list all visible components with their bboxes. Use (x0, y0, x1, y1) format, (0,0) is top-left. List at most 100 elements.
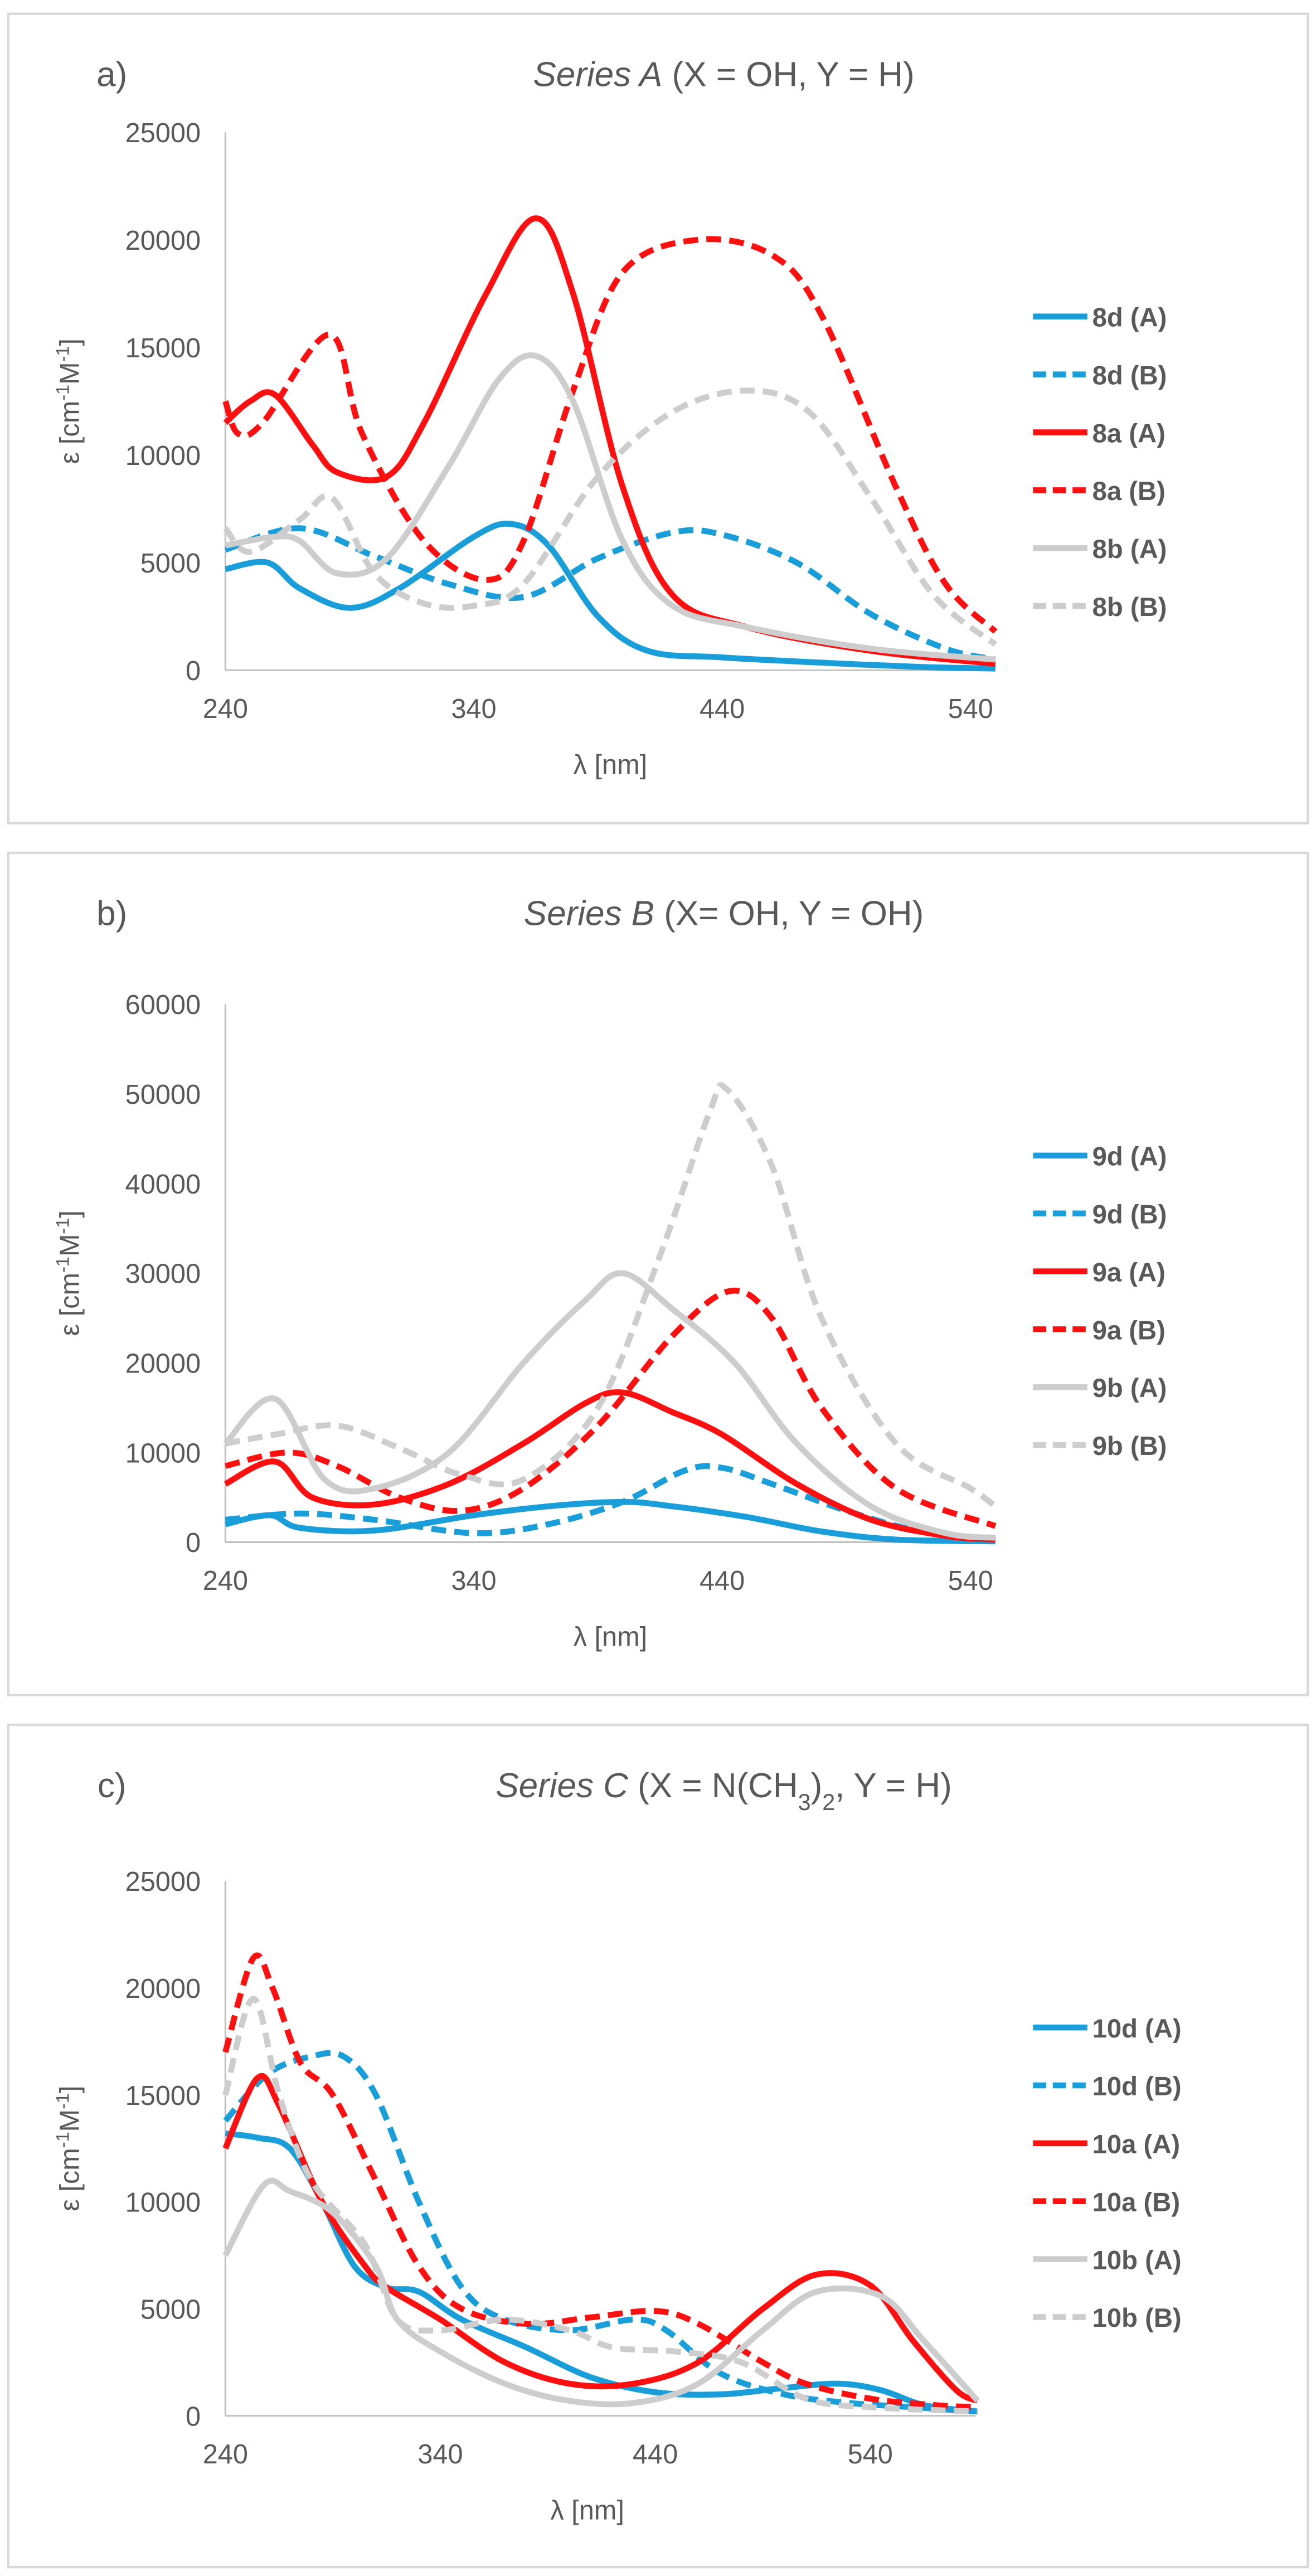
chart-title: Series C (X = N(CH3)2, Y = H) (496, 1767, 951, 1815)
x-axis-label: λ [nm] (574, 750, 648, 780)
legend-label: 8a (A) (1092, 419, 1166, 448)
y-tick-label: 10000 (125, 441, 201, 471)
x-tick-label: 540 (948, 1566, 993, 1596)
series-line-10b-a (222, 2177, 980, 2408)
y-label-part: ε [cm (55, 2148, 85, 2211)
y-tick-label: 15000 (125, 333, 201, 363)
y-tick-label: 25000 (125, 118, 201, 148)
chart-panel-c: c) Series C (X = N(CH3)2, Y = H) 0 5000 1000… (7, 1723, 1309, 2569)
x-tick-label: 340 (451, 694, 496, 724)
x-tick-label: 240 (203, 694, 248, 724)
legend-label: 10d (A) (1092, 2014, 1182, 2044)
y-axis-label: ε [cm-1M-1] (53, 2085, 85, 2211)
legend-label: 8d (A) (1092, 303, 1167, 332)
legend-label: 9a (B) (1092, 1316, 1166, 1345)
legend-label: 9b (A) (1092, 1374, 1167, 1403)
series-line-9b-a (223, 1270, 996, 1541)
title-part: 3 (798, 1789, 811, 1815)
chart-title: Series B (X= OH, Y = OH) (524, 895, 924, 933)
y-tick-label: 50000 (125, 1080, 201, 1110)
title-part: (X = N(CH (628, 1767, 798, 1805)
y-label-part: -1 (53, 2093, 73, 2109)
y-tick-label: 30000 (125, 1259, 201, 1289)
y-label-part: M (55, 2109, 85, 2132)
legend-label: 10a (A) (1092, 2130, 1180, 2160)
y-tick-label: 20000 (125, 226, 201, 256)
y-tick-label: 5000 (140, 549, 201, 579)
y-tick-label: 15000 (125, 2081, 201, 2111)
series-line-9a-a (224, 1389, 996, 1543)
x-tick-label: 240 (203, 1566, 248, 1596)
legend-label: 9d (A) (1092, 1142, 1167, 1172)
series-line-8b-a (225, 352, 996, 663)
legend-label: 10b (A) (1092, 2245, 1182, 2275)
x-tick-label: 340 (451, 1566, 496, 1596)
y-tick-label: 20000 (125, 1974, 201, 2004)
series-line-10a-a (222, 2073, 979, 2404)
legend-label: 10b (B) (1092, 2303, 1182, 2333)
series-line-8b-b (223, 387, 998, 647)
series-line-10a-b (222, 1952, 978, 2410)
y-tick-label: 10000 (125, 1438, 201, 1468)
y-tick-label: 5000 (140, 2294, 201, 2325)
legend-label: 8a (B) (1092, 477, 1166, 506)
title-part: Series A (533, 56, 662, 94)
series-line-9d-a (225, 1498, 996, 1545)
y-tick-label: 0 (186, 2402, 201, 2432)
legend-label: 8d (B) (1092, 361, 1167, 390)
x-tick-label: 240 (203, 2439, 248, 2470)
y-label-part: ε [cm (55, 401, 85, 464)
title-part: 2 (822, 1789, 835, 1815)
x-tick-label: 540 (948, 694, 993, 724)
title-part: (X= OH, Y = OH) (654, 895, 924, 933)
y-label-part: -1 (53, 346, 73, 362)
y-label-part: M (55, 1234, 85, 1257)
legend-label: 9b (B) (1092, 1432, 1167, 1461)
legend-label: 10a (B) (1092, 2187, 1180, 2217)
title-part: , Y = H) (835, 1767, 952, 1805)
series-line-9b-b (225, 1082, 997, 1509)
series-line-8d-a (225, 521, 996, 672)
title-part: Series B (524, 895, 654, 933)
panel-label: a) (96, 56, 127, 94)
series-line-8a-b (222, 236, 998, 634)
y-tick-label: 40000 (125, 1170, 201, 1200)
x-axis-label: λ [nm] (574, 1622, 648, 1652)
y-label-part: -1 (53, 385, 73, 401)
y-axis-label: ε [cm-1M-1] (53, 1210, 85, 1336)
y-label-part: ] (55, 1210, 85, 1218)
y-label-part: ] (55, 2085, 85, 2093)
y-tick-label: 10000 (125, 2188, 201, 2218)
y-tick-label: 20000 (125, 1348, 201, 1379)
y-label-part: ε [cm (55, 1273, 85, 1336)
title-part: Series C (496, 1767, 629, 1805)
legend-label: 8b (A) (1092, 535, 1167, 564)
x-tick-label: 440 (700, 694, 745, 724)
chart-panel-b: b) Series B (X= OH, Y = OH) 0 10000 20000 300… (7, 851, 1309, 1697)
x-tick-label: 340 (417, 2439, 463, 2470)
y-tick-label: 60000 (125, 990, 201, 1020)
chart-panel-a: a) Series A (X = OH, Y = H) 0 5000 10000 1500… (7, 12, 1309, 824)
y-tick-label: 25000 (125, 1867, 201, 1897)
title-part: (X = OH, Y = H) (662, 56, 914, 94)
panel-label: b) (96, 895, 127, 933)
series-line-9a-b (225, 1287, 997, 1529)
y-axis-label: ε [cm-1M-1] (53, 338, 85, 464)
chart-title: Series A (X = OH, Y = H) (533, 56, 914, 94)
y-label-part: -1 (53, 1218, 73, 1234)
y-label-part: M (55, 362, 85, 385)
x-tick-label: 540 (848, 2439, 893, 2470)
legend-label: 8b (B) (1092, 593, 1167, 622)
y-label-part: -1 (53, 2132, 73, 2148)
y-tick-label: 0 (186, 1528, 201, 1558)
legend-label: 9d (B) (1092, 1200, 1167, 1230)
x-tick-label: 440 (700, 1566, 745, 1596)
legend-label: 9a (A) (1092, 1258, 1166, 1287)
y-tick-label: 0 (186, 656, 201, 686)
x-tick-label: 440 (633, 2439, 678, 2470)
legend-label: 10d (B) (1092, 2072, 1182, 2102)
title-part: ) (811, 1767, 823, 1805)
y-label-part: -1 (53, 1257, 73, 1273)
x-axis-label: λ [nm] (550, 2496, 624, 2526)
